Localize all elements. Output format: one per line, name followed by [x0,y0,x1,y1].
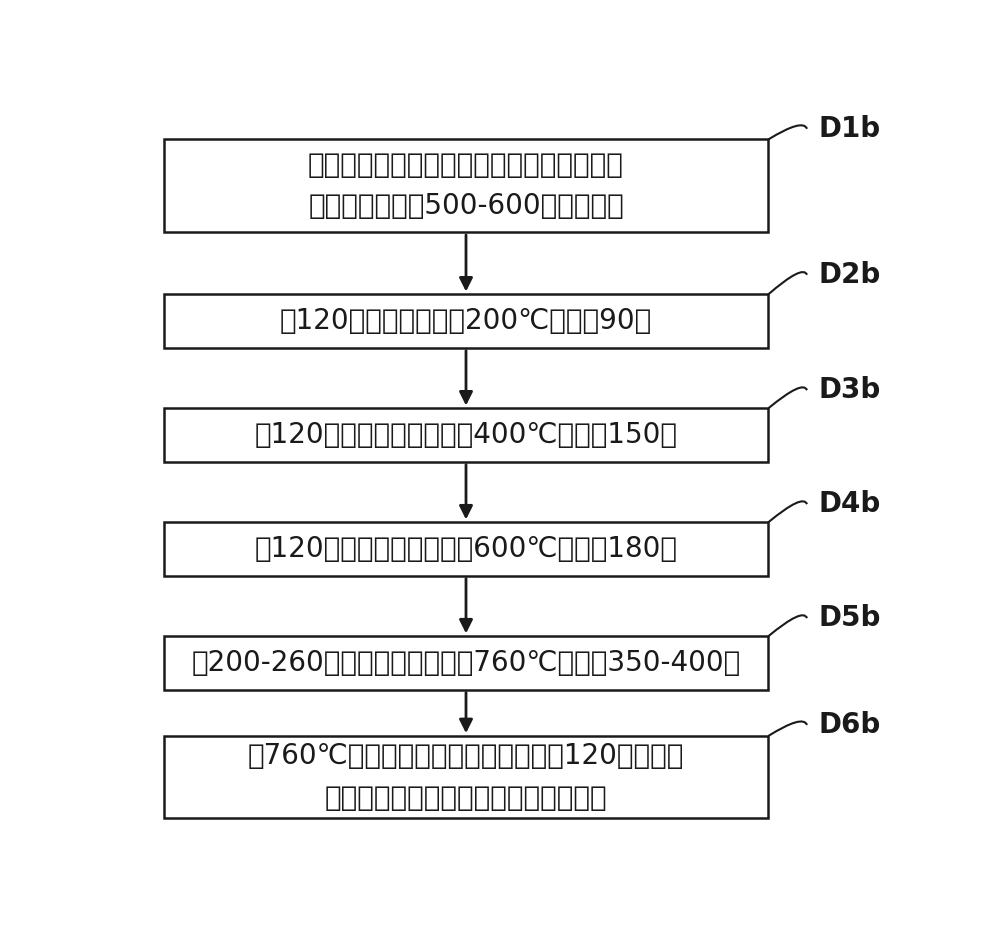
Text: D2b: D2b [819,261,881,289]
Text: D4b: D4b [819,490,881,518]
Text: 用120秒将温度升高至200℃，保温90秒: 用120秒将温度升高至200℃，保温90秒 [280,307,652,335]
Text: D6b: D6b [819,711,881,739]
FancyBboxPatch shape [164,523,768,575]
Text: 用200-260秒继续将温度升高至760℃，保温350-400秒: 用200-260秒继续将温度升高至760℃，保温350-400秒 [191,649,741,677]
Text: D3b: D3b [819,376,881,404]
Text: D1b: D1b [819,115,881,142]
FancyBboxPatch shape [164,408,768,462]
FancyBboxPatch shape [164,636,768,690]
Text: D5b: D5b [819,604,881,632]
FancyBboxPatch shape [164,736,768,818]
Text: 将760℃自然降温至室温，并保持室温120秒后解除
真空状态，完成立方氮化硼刀具的焊接: 将760℃自然降温至室温，并保持室温120秒后解除 真空状态，完成立方氮化硼刀具… [248,743,684,811]
Text: 用120秒继续将温度升高至600℃，保温180秒: 用120秒继续将温度升高至600℃，保温180秒 [254,535,678,563]
Text: 用120秒继续将温度升高至400℃，保温150秒: 用120秒继续将温度升高至400℃，保温150秒 [254,421,678,449]
FancyBboxPatch shape [164,294,768,348]
Text: 当立方氮化硼刀具放入真空焊接机焊接后，
真空焊接机进行500-600秒的抽真空: 当立方氮化硼刀具放入真空焊接机焊接后， 真空焊接机进行500-600秒的抽真空 [308,151,624,220]
FancyBboxPatch shape [164,140,768,232]
